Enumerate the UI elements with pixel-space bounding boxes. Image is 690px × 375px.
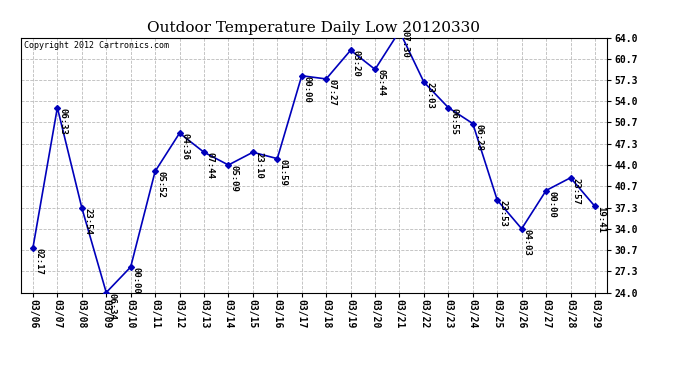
Text: 00:00: 00:00 (547, 190, 556, 217)
Text: 01:59: 01:59 (279, 159, 288, 186)
Text: 06:28: 06:28 (474, 124, 483, 150)
Text: 05:44: 05:44 (376, 69, 385, 96)
Text: 06:33: 06:33 (59, 108, 68, 135)
Text: 23:10: 23:10 (254, 152, 263, 179)
Text: 05:09: 05:09 (230, 165, 239, 192)
Text: 00:00: 00:00 (132, 267, 141, 294)
Text: 03:20: 03:20 (352, 50, 361, 77)
Text: 02:17: 02:17 (34, 248, 43, 275)
Text: 23:53: 23:53 (498, 200, 507, 227)
Text: 04:36: 04:36 (181, 133, 190, 160)
Text: 23:57: 23:57 (572, 178, 581, 205)
Text: 07:44: 07:44 (205, 152, 214, 179)
Text: 07:27: 07:27 (327, 79, 337, 106)
Text: 19:41: 19:41 (596, 207, 605, 233)
Text: 23:03: 23:03 (425, 82, 434, 109)
Text: 23:54: 23:54 (83, 208, 92, 235)
Text: Copyright 2012 Cartronics.com: Copyright 2012 Cartronics.com (23, 41, 168, 50)
Title: Outdoor Temperature Daily Low 20120330: Outdoor Temperature Daily Low 20120330 (148, 21, 480, 35)
Text: 07:30: 07:30 (401, 31, 410, 58)
Text: 04:03: 04:03 (523, 229, 532, 256)
Text: 06:34: 06:34 (108, 292, 117, 320)
Text: 05:52: 05:52 (157, 171, 166, 198)
Text: 06:55: 06:55 (450, 108, 459, 135)
Text: 00:00: 00:00 (303, 76, 312, 103)
